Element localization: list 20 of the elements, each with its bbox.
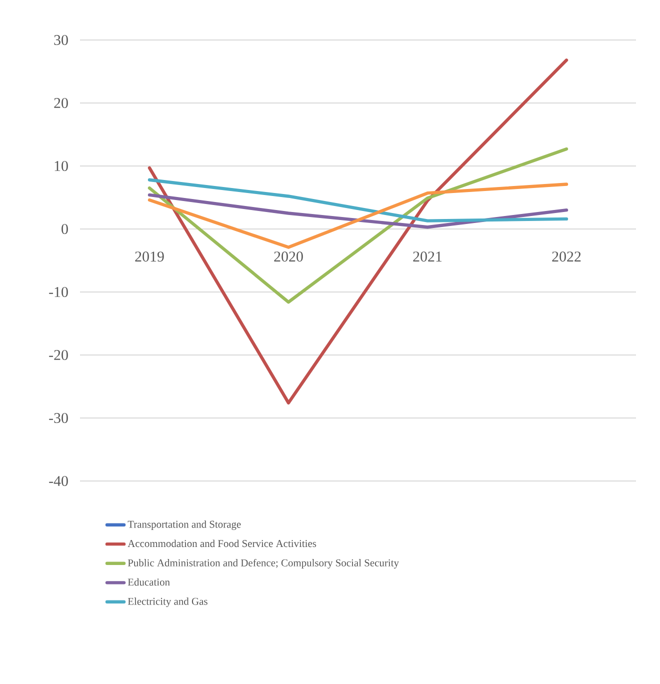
y-tick-label: 0 <box>62 224 68 234</box>
y-tick-label: -10 <box>49 286 68 298</box>
legend-label: Accommodation and Food Service Activities <box>128 540 316 548</box>
line-series <box>148 178 568 222</box>
y-tick-label: 10 <box>54 160 68 172</box>
y-tick-label: -30 <box>49 412 68 424</box>
x-tick-label: 2022 <box>552 252 581 262</box>
legend-label: Transportation and Storage <box>128 520 241 530</box>
legend-label: Education <box>128 578 170 586</box>
y-tick-label: 20 <box>54 98 68 108</box>
legend-label: Electricity and Gas <box>128 598 208 608</box>
x-tick-label: 2021 <box>413 252 442 262</box>
y-tick-label: -20 <box>49 350 68 360</box>
x-tick-label: 2019 <box>135 252 164 262</box>
legend-label: Public Administration and Defence; Compulsory Social Security <box>128 558 399 569</box>
line-series <box>148 193 568 229</box>
y-tick-label: -40 <box>49 476 68 486</box>
line-series <box>148 182 568 249</box>
y-tick-label: 30 <box>54 34 68 46</box>
x-tick-label: 2020 <box>274 252 303 262</box>
